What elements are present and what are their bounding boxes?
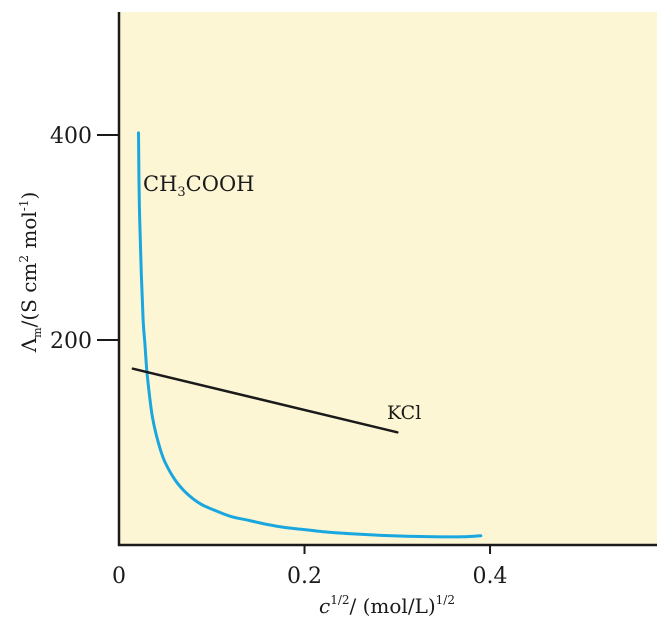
- series-lines: [131, 131, 483, 539]
- series-line-ch3cooh: [137, 131, 483, 539]
- x-tick-label: 0.2: [287, 564, 322, 589]
- x-tick-label: 0: [112, 564, 126, 589]
- series-line-kcl: [131, 367, 399, 434]
- series-labels: CH3COOH KCl: [143, 172, 421, 424]
- y-tick-label: 400: [50, 124, 92, 149]
- x-tick-label: 0.4: [473, 564, 508, 589]
- x-ticks: 0 0.2 0.4: [112, 545, 508, 589]
- y-ticks: 200 400: [50, 124, 119, 354]
- y-tick-label: 200: [50, 329, 92, 354]
- plot-background: [119, 12, 657, 545]
- series-label-kcl: KCl: [387, 402, 421, 424]
- series-label-ch3cooh: CH3COOH: [143, 172, 255, 200]
- y-axis-label: Λm/(S cm2 mol-1): [17, 192, 44, 354]
- x-axis-label: c1/2/ (mol/L)1/2: [319, 593, 455, 618]
